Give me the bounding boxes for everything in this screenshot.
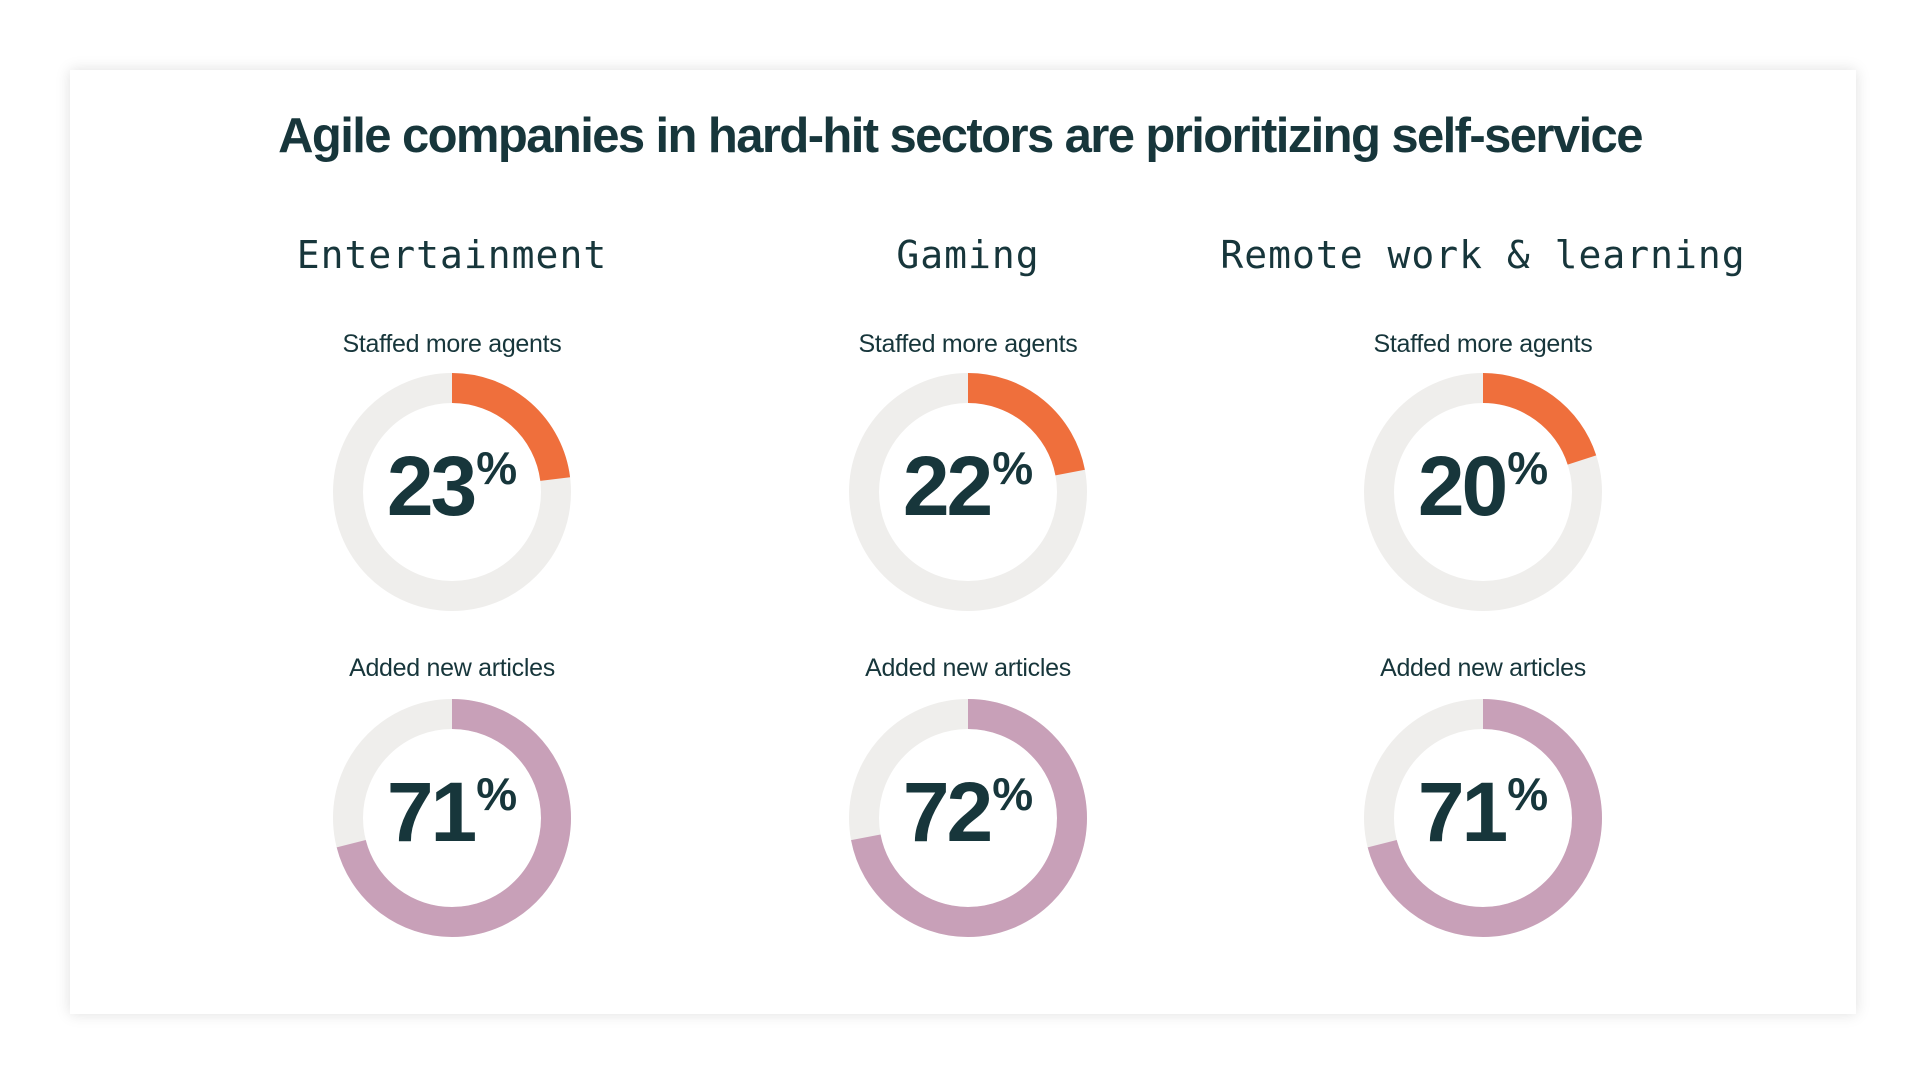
sector-column-entertainment: Entertainment Staffed more agents 23% Ad…: [152, 0, 752, 1080]
sector-column-remote-work-learning: Remote work & learning Staffed more agen…: [1183, 0, 1783, 1080]
percent-value: 22%: [902, 439, 1034, 533]
donut-segment-staffed: [333, 373, 571, 611]
percent-value: 71%: [386, 765, 518, 859]
percent-value: 71%: [1417, 765, 1549, 859]
donut-segment-staffed: [849, 373, 1087, 611]
donut-svg: [849, 699, 1087, 937]
donut-svg: [1364, 699, 1602, 937]
donut-articles: 71%: [332, 698, 572, 938]
donut-articles: 72%: [848, 698, 1088, 938]
donut-segment-articles: [849, 699, 1087, 937]
donut-staffed: 22%: [848, 372, 1088, 612]
donut-svg: [333, 699, 571, 937]
donut-svg: [1364, 373, 1602, 611]
chart-title: Agile companies in hard-hit sectors are …: [278, 109, 1643, 163]
metric-label-articles: Added new articles: [1380, 654, 1586, 682]
percent-value: 20%: [1417, 439, 1549, 533]
donut-svg: [333, 373, 571, 611]
metric-label-articles: Added new articles: [349, 654, 555, 682]
sector-column-gaming: Gaming Staffed more agents 22% Added new…: [668, 0, 1268, 1080]
metric-label-articles: Added new articles: [865, 654, 1071, 682]
metric-label-staffed: Staffed more agents: [858, 330, 1078, 358]
metric-label-staffed: Staffed more agents: [1373, 330, 1593, 358]
sector-title: Gaming: [896, 233, 1040, 277]
sector-title: Remote work & learning: [1220, 233, 1746, 277]
donut-segment-staffed: [1364, 373, 1602, 611]
percent-value: 72%: [902, 765, 1034, 859]
donut-segment-articles: [333, 699, 571, 937]
donut-segment-articles: [1364, 699, 1602, 937]
metric-label-staffed: Staffed more agents: [342, 330, 562, 358]
percent-value: 23%: [386, 439, 518, 533]
sector-title: Entertainment: [296, 233, 608, 277]
donut-staffed: 20%: [1363, 372, 1603, 612]
donut-staffed: 23%: [332, 372, 572, 612]
donut-svg: [849, 373, 1087, 611]
donut-articles: 71%: [1363, 698, 1603, 938]
